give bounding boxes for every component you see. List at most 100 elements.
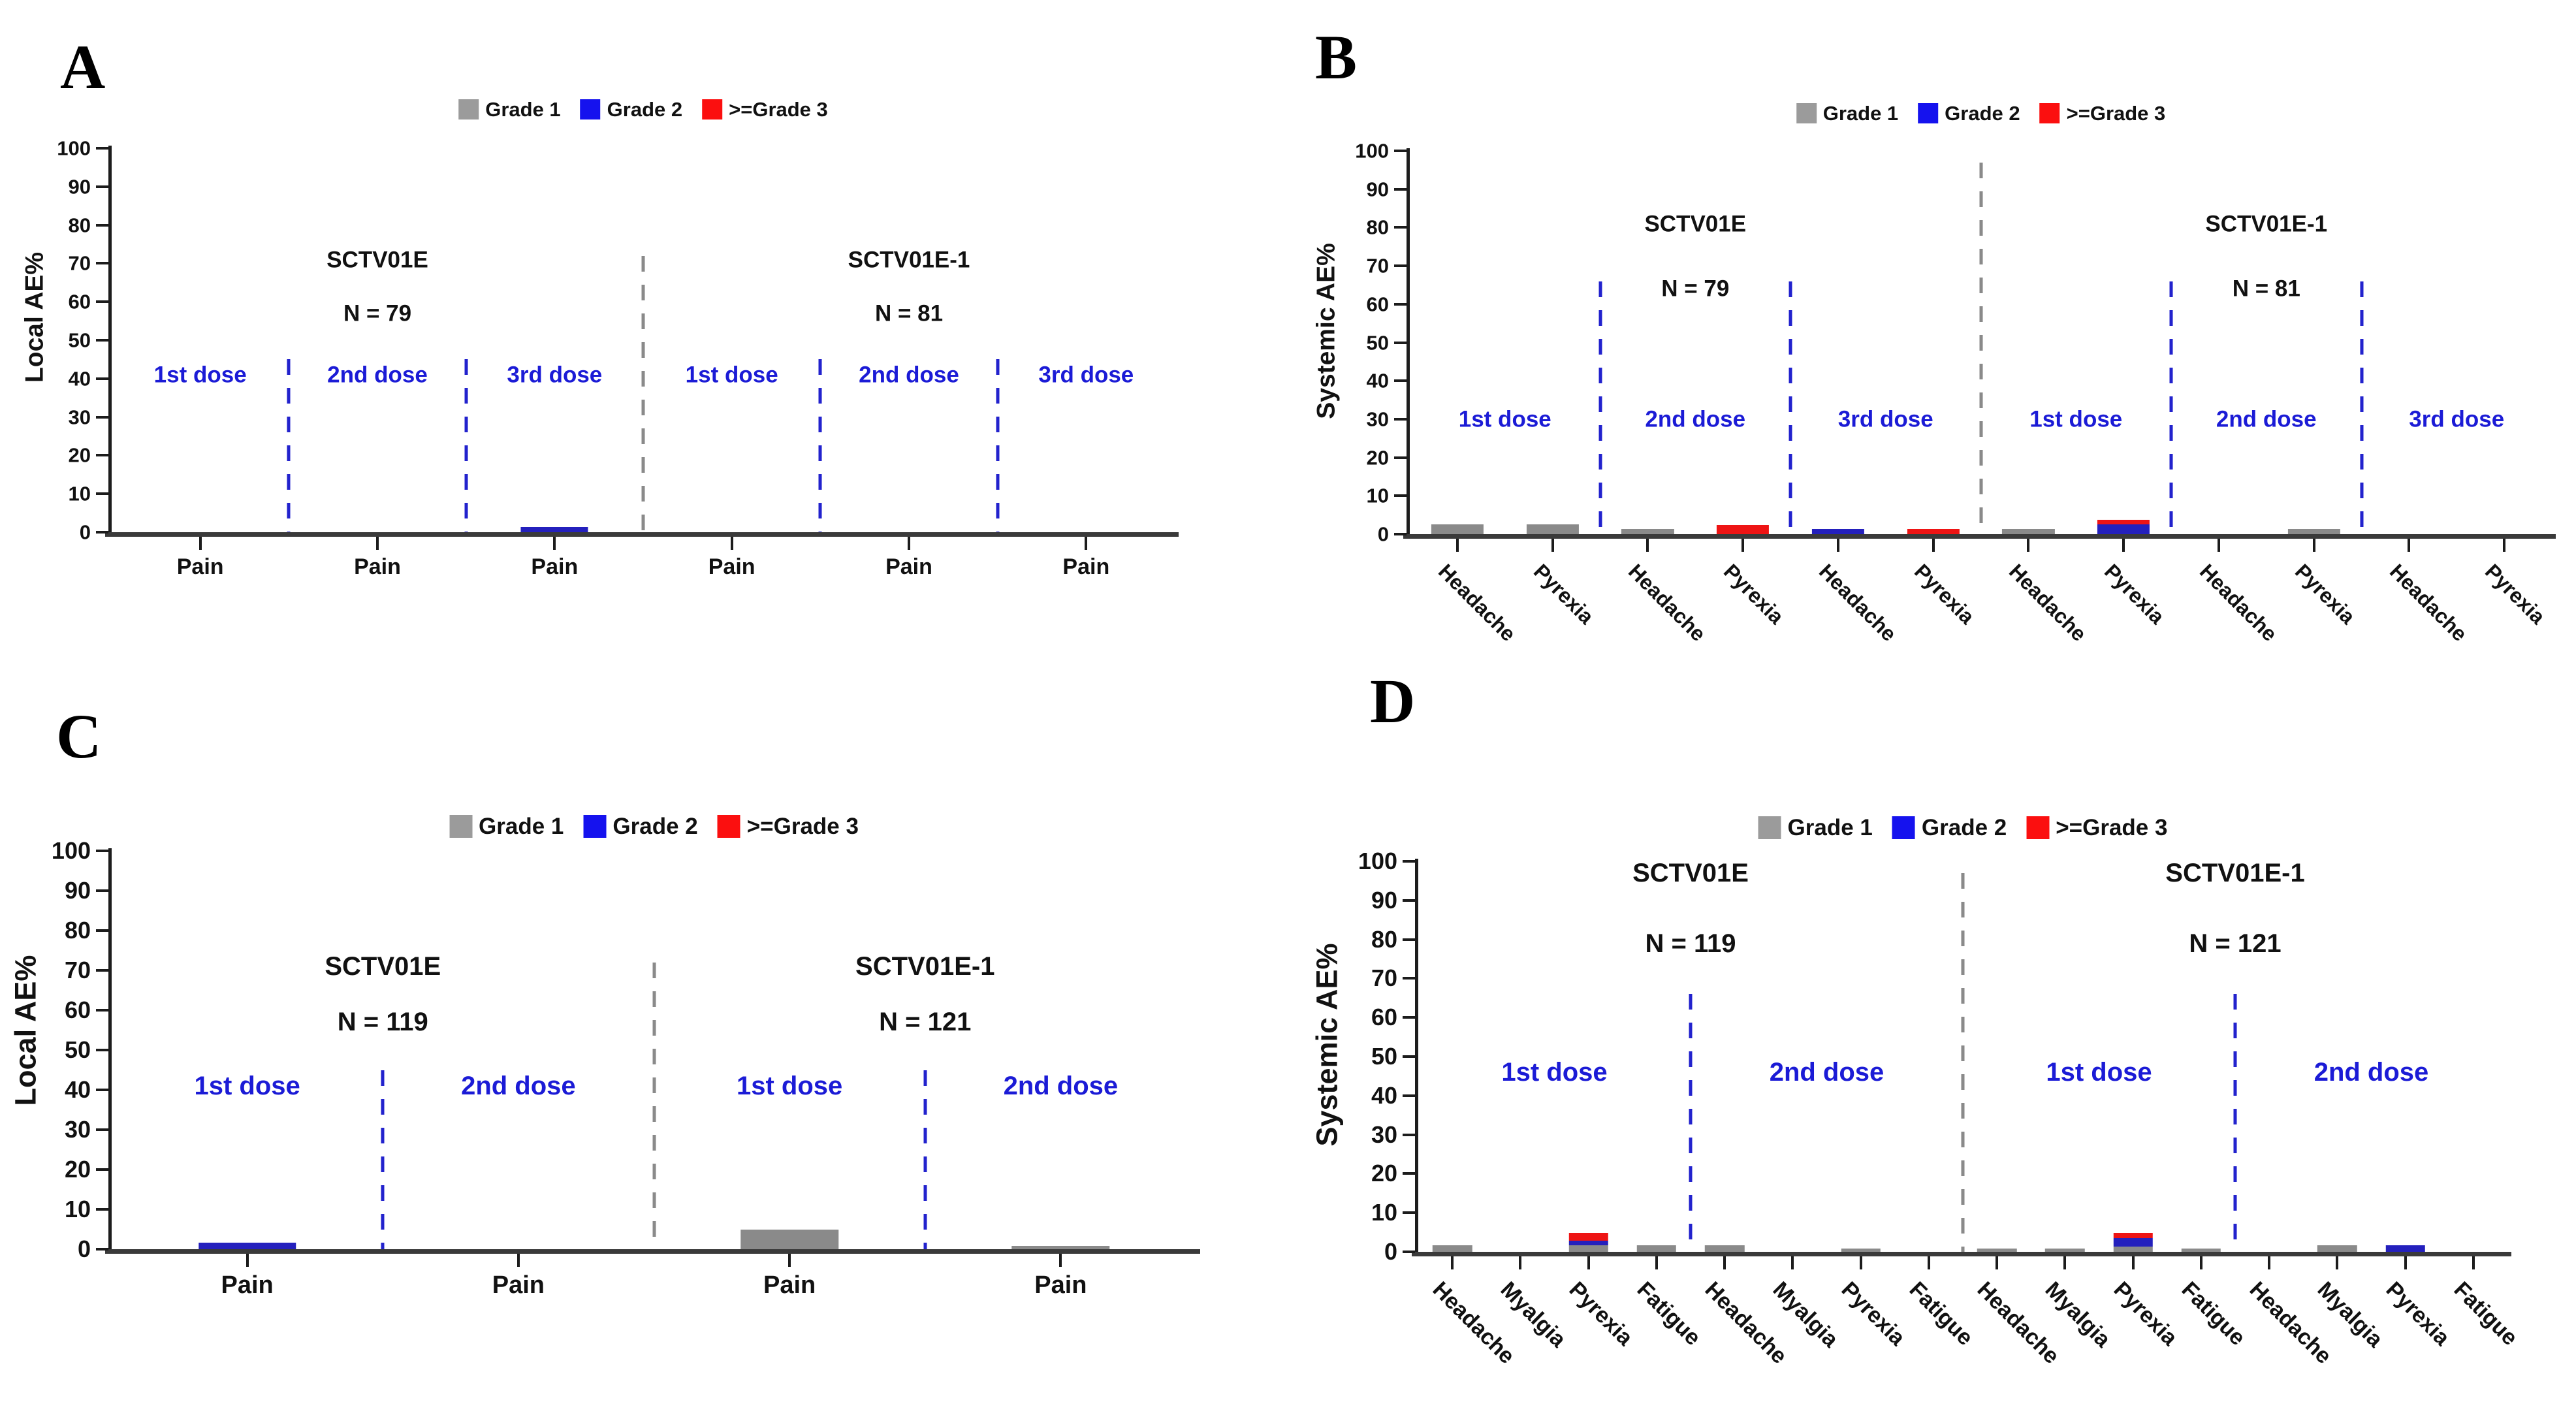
- legend-swatch-grade1-icon: [458, 99, 479, 119]
- dose-label: 2nd dose: [2216, 406, 2317, 432]
- bar-headache: [1432, 1245, 1472, 1252]
- category-label: Pyrexia: [2381, 1277, 2455, 1351]
- x-tick: [2312, 539, 2315, 552]
- y-tick-label: 80: [1366, 215, 1389, 239]
- category-label: Headache: [2385, 559, 2472, 646]
- divider-dose: [996, 359, 1000, 532]
- y-tick-label: 70: [64, 957, 91, 983]
- legend-label-grade1: Grade 1: [1787, 815, 1873, 840]
- y-tick-label: 10: [1371, 1199, 1397, 1226]
- dose-label: 1st dose: [194, 1071, 300, 1100]
- y-tick-label: 20: [1371, 1160, 1397, 1187]
- bar-pyrexia: [2113, 1233, 2153, 1252]
- dose-label: 3rd dose: [1837, 406, 1933, 432]
- divider-group: [1961, 872, 1965, 1252]
- x-axis: [105, 532, 1179, 537]
- dose-label: 1st dose: [2046, 1057, 2152, 1087]
- bar-myalgia: [2317, 1245, 2357, 1252]
- dose-label: 1st dose: [153, 362, 247, 388]
- category-label: Pyrexia: [1564, 1277, 1638, 1351]
- y-tick-label: 90: [1366, 178, 1389, 201]
- bar-segment-grade1: [2002, 529, 2055, 534]
- divider-group: [652, 962, 656, 1249]
- category-label: Pain: [531, 554, 579, 579]
- y-tick: [96, 1248, 108, 1251]
- bar-segment-grade2: [198, 1243, 296, 1249]
- divider-dose: [2360, 281, 2363, 534]
- legend-swatch-grade3plus-icon: [717, 815, 740, 838]
- bar-segment-grade3plus: [2097, 519, 2150, 525]
- y-tick-label: 20: [64, 1156, 91, 1183]
- x-axis: [1412, 1252, 2511, 1256]
- y-axis: [108, 146, 112, 535]
- y-tick-label: 90: [68, 175, 91, 199]
- y-tick: [1394, 341, 1407, 344]
- y-tick: [96, 1128, 108, 1131]
- plot-area-b: 0 10 20 30 40 50 60 70 80 90 100 Systemic AE% Headac…: [1312, 141, 2556, 646]
- y-tick: [1394, 494, 1407, 498]
- legend-item-grade2: Grade 2: [580, 99, 682, 119]
- y-tick-label: 90: [1371, 886, 1397, 914]
- vaccine-title: SCTV01E: [325, 951, 441, 981]
- y-tick-label: 0: [79, 520, 91, 544]
- y-tick-label: 70: [1371, 964, 1397, 992]
- legend-label-grade3plus: >=Grade 3: [2056, 815, 2168, 840]
- bar-segment-grade2: [2097, 524, 2150, 534]
- bar-fatigue: [2181, 1248, 2221, 1252]
- y-tick-label: 40: [64, 1076, 91, 1103]
- category-label: Fatigue: [1632, 1277, 1706, 1350]
- x-tick: [1791, 1256, 1794, 1269]
- bar-headache: [1431, 524, 1484, 534]
- bar-headache: [1977, 1248, 2017, 1252]
- x-tick: [2122, 539, 2125, 552]
- y-tick: [96, 1208, 108, 1211]
- x-axis: [1403, 534, 2556, 539]
- x-tick: [2408, 539, 2411, 552]
- x-tick: [788, 1254, 791, 1267]
- bar-pyrexia: [1526, 524, 1579, 534]
- y-tick-label: 40: [68, 367, 91, 390]
- y-tick: [1394, 187, 1407, 191]
- vaccine-title: SCTV01E-1: [2205, 211, 2328, 237]
- bar-segment-grade1: [1841, 1248, 1881, 1252]
- legend-label-grade1: Grade 1: [479, 814, 564, 839]
- y-tick-label: 0: [1384, 1238, 1397, 1265]
- x-tick: [1085, 537, 1088, 550]
- y-tick-label: 100: [1358, 848, 1397, 874]
- dose-label: 2nd dose: [2314, 1057, 2429, 1087]
- category-label: Pyrexia: [1836, 1277, 1910, 1351]
- y-tick-label: 10: [64, 1196, 91, 1222]
- legend: Grade 1 Grade 2 >=Grade 3: [449, 815, 859, 838]
- bar-segment-grade3plus: [1907, 528, 1960, 534]
- y-tick-label: 50: [1366, 331, 1389, 354]
- dose-label: 1st dose: [685, 362, 778, 388]
- vaccine-title: SCTV01E-1: [848, 247, 970, 273]
- n-label: N = 121: [2189, 929, 2282, 958]
- bar-segment-grade2: [1811, 529, 1864, 534]
- legend-label-grade3plus: >=Grade 3: [729, 98, 828, 121]
- x-tick: [199, 537, 202, 550]
- y-tick: [96, 889, 108, 892]
- n-label: N = 81: [2232, 276, 2300, 302]
- y-tick: [1403, 1172, 1415, 1175]
- x-tick: [517, 1254, 520, 1267]
- y-tick: [96, 185, 108, 188]
- divider-group: [1979, 162, 1982, 534]
- y-tick: [1403, 899, 1415, 902]
- category-label: Pain: [176, 554, 224, 579]
- x-tick: [1519, 1256, 1522, 1269]
- y-tick: [1403, 1133, 1415, 1136]
- dose-label: 2nd dose: [327, 362, 428, 388]
- x-tick: [2131, 1256, 2135, 1269]
- y-tick-label: 50: [1371, 1043, 1397, 1070]
- legend-label-grade2: Grade 2: [1945, 102, 2020, 125]
- y-tick-label: 20: [68, 443, 91, 467]
- panel-letter-a: A: [60, 32, 106, 102]
- category-label: Pain: [1062, 554, 1110, 579]
- vaccine-title: SCTV01E-1: [855, 951, 995, 981]
- y-tick: [96, 339, 108, 342]
- category-label: Headache: [1433, 559, 1521, 646]
- x-tick: [2217, 539, 2220, 552]
- bar-segment-grade2: [520, 527, 588, 532]
